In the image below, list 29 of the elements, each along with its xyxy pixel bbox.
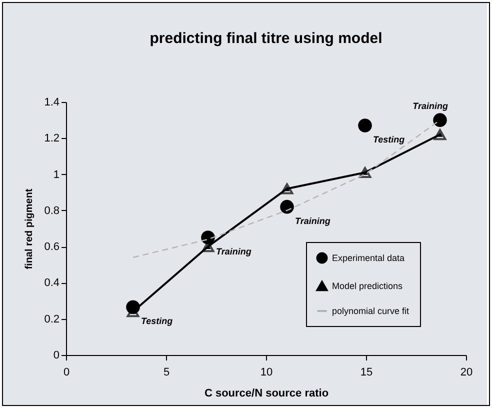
annotation: Training [295,216,331,226]
y-tick-label: 1.4 [44,96,60,108]
x-tick-label: 5 [163,366,170,378]
y-tick-label: 0.8 [44,204,60,217]
y-tick-label: 0.4 [44,277,60,290]
point [358,118,372,132]
x-tick-label: 15 [360,366,373,378]
annotation: Testing [373,134,406,144]
y-tick-label: 1 [53,168,60,181]
annotation: Training [216,246,252,257]
x-tick-label: 0 [63,366,70,378]
y-tick-label: 1.2 [44,132,60,145]
y-tick-label: 0.6 [44,241,60,254]
annotation: Testing [141,316,174,326]
legend-label: Experimental data [332,253,405,263]
x-axis-title: C source/N source ratio [204,388,329,400]
annotation: Training [412,101,448,112]
point [280,200,294,214]
y-tick-label: 0.2 [44,313,60,326]
chart-title: predicting final titre using model [150,30,382,47]
legend-label: Model predictions [332,281,404,291]
x-tick-label: 10 [260,366,273,378]
x-tick-label: 20 [460,366,473,378]
legend-label: polynomial curve fit [332,306,410,316]
point [433,113,447,127]
y-tick-label: 0 [53,350,60,362]
point [434,128,446,140]
point [280,183,294,194]
y-axis-title: final red pigment [24,188,36,270]
